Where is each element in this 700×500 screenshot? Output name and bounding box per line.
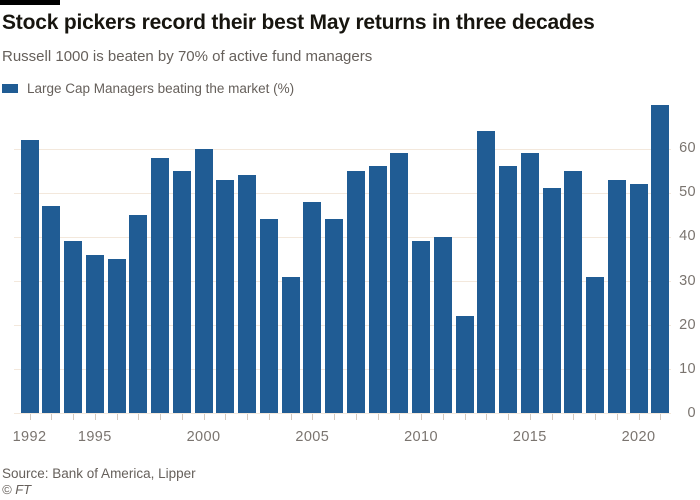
x-tick-1993 bbox=[51, 414, 53, 421]
bar-2020 bbox=[629, 184, 648, 414]
bar-2014 bbox=[499, 166, 517, 414]
x-tick-2011 bbox=[442, 414, 444, 421]
bar-2001 bbox=[216, 179, 235, 414]
legend: Large Cap Managers beating the market (%… bbox=[2, 81, 294, 96]
x-tick-2003 bbox=[268, 414, 270, 421]
gridline-50 bbox=[14, 192, 671, 194]
y-tick-label-20: 20 bbox=[679, 316, 696, 333]
x-tick-2002 bbox=[247, 414, 248, 421]
bar-2013 bbox=[477, 131, 496, 414]
bar-1998 bbox=[151, 157, 169, 414]
x-tick-2016 bbox=[551, 414, 553, 421]
x-tick-1997 bbox=[138, 414, 140, 421]
bar-1996 bbox=[107, 259, 126, 414]
x-tick-1996 bbox=[116, 414, 118, 421]
x-tick-label-2000: 2000 bbox=[186, 429, 221, 445]
bar-1992 bbox=[20, 139, 39, 414]
y-tick-label-10: 10 bbox=[679, 360, 696, 377]
bar-2005 bbox=[303, 201, 322, 414]
bar-2011 bbox=[433, 236, 452, 414]
x-tick-2020 bbox=[638, 414, 640, 421]
source-line: Source: Bank of America, Lipper bbox=[2, 466, 196, 481]
y-tick-label-50: 50 bbox=[679, 184, 696, 201]
ft-copyright: © FT bbox=[2, 482, 32, 497]
ft-top-rule bbox=[0, 0, 60, 5]
x-tick-label-1995: 1995 bbox=[77, 429, 112, 445]
bar-2008 bbox=[368, 166, 387, 414]
x-tick-label-2015: 2015 bbox=[512, 429, 547, 445]
bar-2021 bbox=[651, 104, 670, 414]
legend-label: Large Cap Managers beating the market (%… bbox=[27, 81, 295, 96]
x-tick-label-2005: 2005 bbox=[295, 429, 330, 445]
x-tick-1999 bbox=[181, 414, 183, 421]
x-tick-2009 bbox=[399, 414, 401, 421]
bar-2017 bbox=[564, 170, 583, 414]
gridline-60 bbox=[14, 148, 671, 150]
bar-2019 bbox=[607, 179, 626, 414]
x-tick-label-2010: 2010 bbox=[404, 429, 438, 445]
x-tick-1998 bbox=[160, 414, 161, 421]
bar-2002 bbox=[238, 175, 256, 414]
bar-1994 bbox=[64, 241, 82, 414]
bar-1997 bbox=[129, 214, 148, 414]
x-tick-2004 bbox=[290, 414, 292, 421]
bar-2009 bbox=[390, 153, 409, 414]
bar-2018 bbox=[586, 276, 604, 414]
bar-2006 bbox=[325, 219, 343, 414]
x-tick-2012 bbox=[464, 414, 466, 421]
x-tick-2015 bbox=[529, 414, 531, 421]
x-tick-1992 bbox=[29, 414, 31, 421]
bar-1995 bbox=[85, 254, 104, 414]
x-tick-2007 bbox=[355, 414, 357, 421]
y-tick-label-30: 30 bbox=[679, 272, 696, 289]
bar-2012 bbox=[455, 316, 474, 414]
x-tick-2006 bbox=[334, 414, 335, 421]
bar-1999 bbox=[172, 170, 191, 414]
bar-2003 bbox=[259, 219, 278, 414]
x-tick-2000 bbox=[203, 414, 205, 421]
x-tick-1995 bbox=[94, 414, 96, 421]
gridline-0 bbox=[14, 413, 671, 415]
x-tick-2008 bbox=[377, 414, 379, 421]
x-tick-2001 bbox=[225, 414, 227, 421]
bar-2007 bbox=[346, 170, 365, 414]
chart-subtitle: Russell 1000 is beaten by 70% of active … bbox=[2, 48, 373, 65]
bar-2016 bbox=[542, 188, 561, 414]
x-tick-1994 bbox=[73, 414, 74, 421]
x-tick-label-2020: 2020 bbox=[621, 429, 656, 445]
bar-2015 bbox=[520, 153, 539, 414]
y-tick-label-60: 60 bbox=[679, 140, 696, 157]
x-tick-2019 bbox=[616, 414, 618, 421]
x-tick-2013 bbox=[486, 414, 488, 421]
y-tick-label-40: 40 bbox=[679, 228, 696, 245]
plot-area: 0 10 20 30 40 50 60 1992 1995 2000 2005 2010 2015 202… bbox=[0, 95, 700, 455]
bar-1993 bbox=[42, 206, 61, 414]
x-tick-2021 bbox=[660, 414, 662, 421]
x-tick-2010 bbox=[421, 414, 422, 421]
bar-2000 bbox=[194, 148, 213, 414]
bar-2004 bbox=[281, 276, 300, 414]
x-tick-2005 bbox=[312, 414, 314, 421]
x-tick-2017 bbox=[573, 414, 575, 421]
y-tick-label-0: 0 bbox=[687, 404, 696, 421]
x-tick-2014 bbox=[508, 414, 509, 421]
legend-swatch bbox=[2, 84, 18, 93]
x-tick-label-1992: 1992 bbox=[12, 429, 47, 445]
chart-title: Stock pickers record their best May retu… bbox=[2, 11, 595, 34]
x-tick-2018 bbox=[595, 414, 596, 421]
bar-2010 bbox=[412, 241, 430, 414]
